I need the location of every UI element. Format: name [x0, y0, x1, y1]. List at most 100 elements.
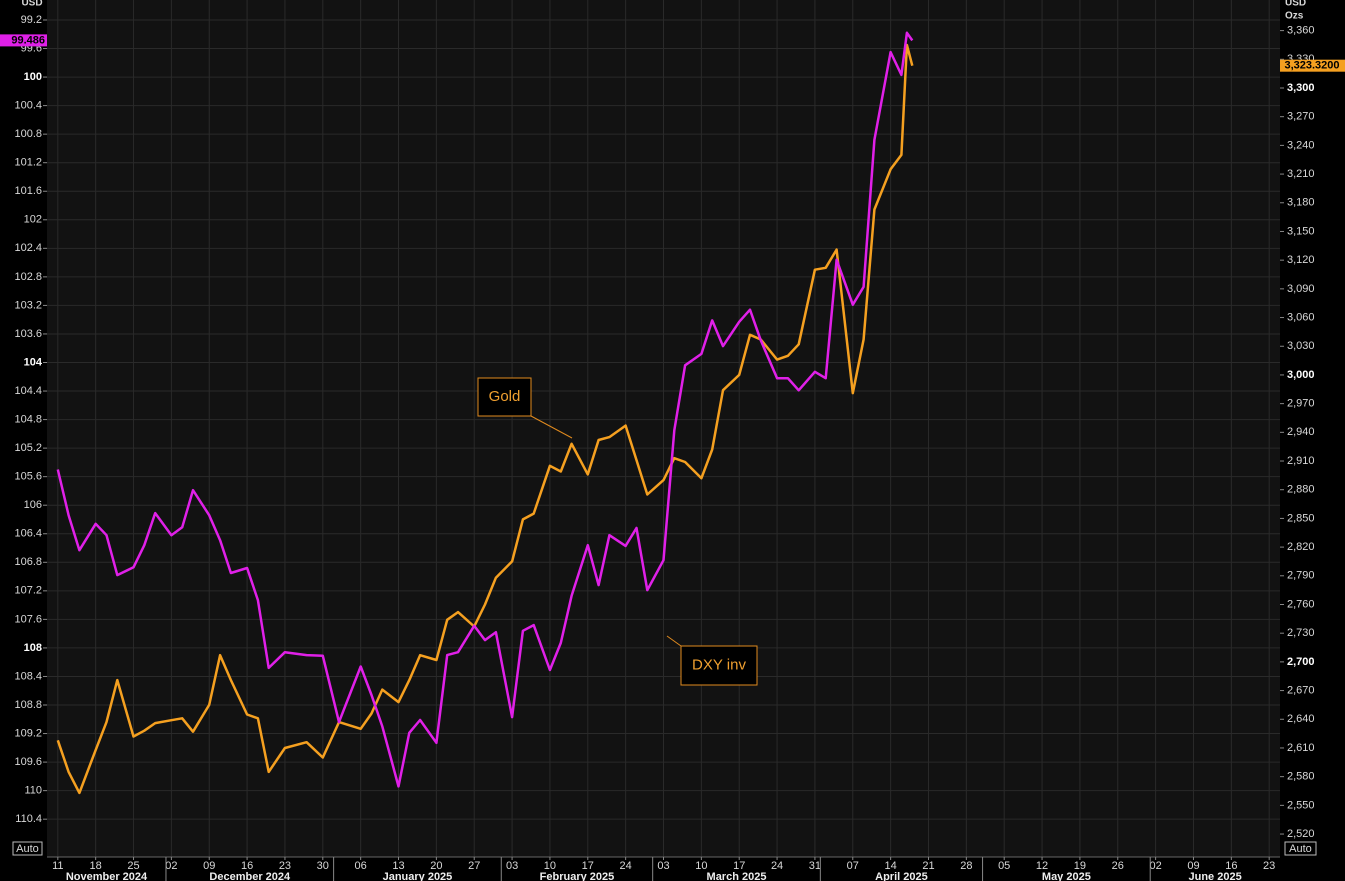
month-label: June 2025	[1189, 871, 1242, 881]
x-tick-label: 17	[582, 860, 594, 872]
y2-tick-label: 3,150	[1287, 225, 1315, 237]
x-tick-label: 11	[52, 860, 63, 872]
y-tick-label: 107.2	[14, 585, 42, 597]
y2-tick-label: 3,000	[1287, 369, 1315, 381]
series-annotation: DXY inv	[692, 656, 746, 673]
x-tick-label: 19	[1074, 860, 1086, 872]
y-tick-label: 106.4	[14, 528, 42, 540]
x-tick-label: 06	[355, 860, 367, 872]
month-label: March 2025	[707, 871, 767, 881]
month-label: May 2025	[1042, 871, 1091, 881]
y-tick-label: 104.4	[14, 385, 42, 397]
y-tick-label: 100	[24, 71, 42, 83]
y2-axis-unit: USD	[1285, 0, 1306, 9]
y-tick-label: 100.4	[14, 100, 42, 112]
x-tick-label: 05	[998, 860, 1010, 872]
x-tick-label: 03	[657, 860, 669, 872]
x-tick-label: 21	[922, 860, 934, 872]
y2-tick-label: 2,640	[1287, 713, 1315, 725]
x-tick-label: 16	[1225, 860, 1237, 872]
y-tick-label: 102	[24, 214, 42, 226]
y-tick-label: 101.6	[14, 185, 42, 197]
series-line	[56, 43, 914, 795]
button-label[interactable]: Auto	[1289, 843, 1312, 855]
y2-tick-label: 3,300	[1287, 82, 1315, 94]
y2-tick-label: 2,610	[1287, 742, 1315, 754]
y-tick-label: 109.2	[14, 727, 42, 739]
x-tick-label: 23	[1263, 860, 1275, 872]
y-tick-label: 108.4	[14, 670, 42, 682]
y2-tick-label: 3,030	[1287, 340, 1315, 352]
last-value-label: 99.486	[11, 34, 45, 46]
y2-tick-label: 3,090	[1287, 283, 1315, 295]
x-tick-label: 02	[1149, 860, 1161, 872]
y2-tick-label: 3,120	[1287, 254, 1315, 266]
y-tick-label: 110	[24, 785, 42, 797]
y2-tick-label: 2,700	[1287, 656, 1315, 668]
y2-tick-label: 2,940	[1287, 426, 1315, 438]
x-tick-label: 09	[203, 860, 215, 872]
y-tick-label: 104.8	[14, 413, 42, 425]
x-tick-label: 14	[885, 860, 897, 872]
auto-button[interactable]: Auto	[12, 841, 43, 856]
x-tick-label: 24	[771, 860, 783, 872]
layer: 99.299.6100100.4100.8101.2101.6102102.41…	[0, 14, 1345, 881]
last-value-tag	[0, 34, 47, 47]
y-axis-unit: USD	[21, 0, 42, 9]
y-tick-label: 103.2	[14, 299, 42, 311]
y2-tick-label: 2,970	[1287, 398, 1315, 410]
y-tick-label: 99.2	[21, 14, 42, 26]
y2-tick-label: 2,850	[1287, 512, 1315, 524]
button-frame[interactable]	[1284, 841, 1317, 856]
x-tick-label: 25	[127, 860, 139, 872]
y2-tick-label: 2,910	[1287, 455, 1315, 467]
month-label: December 2024	[209, 871, 291, 881]
x-tick-label: 10	[544, 860, 556, 872]
x-tick-label: 16	[241, 860, 253, 872]
series-line	[56, 31, 914, 788]
layer	[56, 31, 914, 795]
button-frame[interactable]	[12, 841, 43, 856]
x-tick-label: 27	[468, 860, 480, 872]
y-tick-label: 106	[24, 499, 42, 511]
y2-tick-label: 2,520	[1287, 828, 1315, 840]
y-tick-label: 109.6	[14, 756, 42, 768]
x-tick-label: 02	[165, 860, 177, 872]
y2-tick-label: 2,670	[1287, 684, 1315, 696]
y2-tick-label: 3,180	[1287, 197, 1315, 209]
x-tick-label: 07	[847, 860, 859, 872]
x-tick-label: 10	[695, 860, 707, 872]
x-tick-label: 28	[960, 860, 972, 872]
annotation-box	[477, 377, 532, 417]
series-annotation: Gold	[489, 388, 521, 405]
y2-tick-label: 3,060	[1287, 311, 1315, 323]
x-tick-label: 31	[809, 860, 821, 872]
y2-tick-label: 2,760	[1287, 598, 1315, 610]
y2-tick-label: 2,790	[1287, 570, 1315, 582]
y2-tick-label: 3,360	[1287, 25, 1315, 37]
y-tick-label: 107.6	[14, 613, 42, 625]
x-tick-label: 13	[392, 860, 404, 872]
y-tick-label: 108	[24, 642, 42, 654]
y-tick-label: 102.8	[14, 271, 42, 283]
auto-button[interactable]: Auto	[1284, 841, 1317, 856]
y2-tick-label: 2,880	[1287, 484, 1315, 496]
y2-tick-label: 2,580	[1287, 771, 1315, 783]
annotation-leader	[530, 415, 573, 439]
x-tick-label: 30	[317, 860, 329, 872]
button-label[interactable]: Auto	[16, 843, 39, 855]
x-tick-label: 24	[620, 860, 632, 872]
y-tick-label: 104	[24, 356, 43, 368]
x-tick-label: 26	[1112, 860, 1124, 872]
month-label: January 2025	[383, 871, 453, 881]
layer	[47, 0, 1280, 857]
last-value-label: 3,323.3200	[1284, 60, 1339, 72]
annotation-box	[680, 645, 758, 686]
y-tick-label: 110.4	[15, 813, 42, 825]
y2-tick-label: 3,210	[1287, 168, 1315, 180]
y-tick-label: 102.4	[14, 242, 42, 254]
last-value-tag	[1280, 59, 1345, 72]
x-tick-label: 18	[90, 860, 102, 872]
y2-tick-label: 2,550	[1287, 799, 1315, 811]
